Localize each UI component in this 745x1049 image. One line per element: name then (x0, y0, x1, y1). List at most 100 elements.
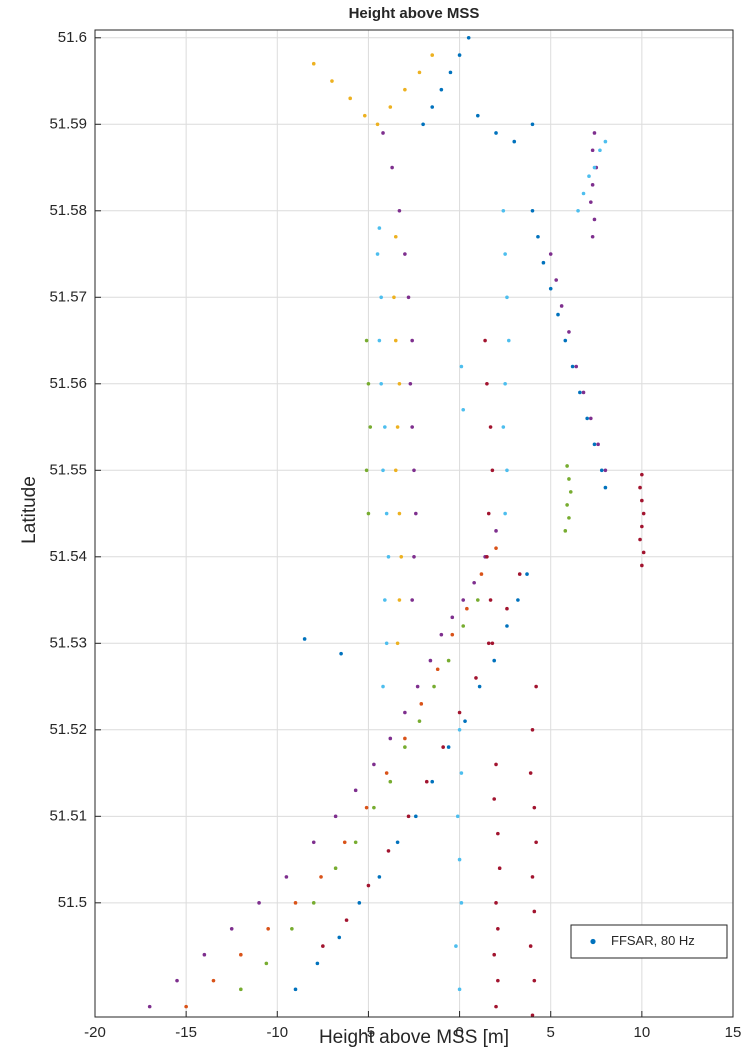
data-point (466, 35, 471, 40)
data-point (386, 555, 391, 559)
data-point (337, 935, 342, 940)
data-point (397, 208, 402, 213)
data-point (366, 883, 371, 888)
data-point (501, 425, 506, 429)
data-point (494, 1004, 498, 1009)
data-point (364, 468, 369, 473)
data-point (383, 598, 387, 602)
data-point (417, 719, 422, 723)
y-tick-label: 51.53 (49, 634, 87, 651)
data-point (590, 234, 595, 239)
data-point (567, 516, 571, 520)
data-point (599, 468, 604, 473)
data-point (483, 338, 487, 343)
data-point (384, 641, 389, 646)
data-point (581, 390, 586, 395)
data-point (556, 312, 560, 317)
data-point (412, 555, 416, 559)
data-point (528, 771, 533, 775)
data-point (548, 252, 553, 256)
data-point (415, 684, 420, 689)
data-point (364, 338, 369, 343)
data-point (525, 572, 529, 576)
data-point (362, 113, 367, 118)
data-point (435, 667, 440, 672)
data-point (512, 139, 517, 144)
data-point (641, 550, 646, 555)
data-point (430, 105, 435, 109)
data-point (476, 598, 480, 602)
x-tick-label: 15 (725, 1024, 742, 1041)
data-point (364, 805, 369, 810)
data-point (541, 260, 546, 265)
y-axis-label: Latitude (19, 476, 40, 544)
data-point (264, 961, 269, 966)
data-point (342, 840, 347, 845)
data-point (596, 442, 600, 447)
data-point (430, 779, 435, 784)
data-point (339, 651, 343, 656)
data-point (506, 338, 511, 343)
data-point (377, 226, 382, 230)
data-point (377, 338, 382, 343)
data-point (441, 745, 445, 749)
data-point (641, 511, 646, 516)
data-point (530, 728, 535, 732)
data-point (290, 926, 294, 931)
data-point (490, 468, 495, 473)
data-point (393, 338, 398, 343)
data-point (381, 468, 385, 473)
data-point (333, 814, 338, 819)
data-point (393, 234, 398, 239)
y-tick-label: 51.54 (49, 548, 87, 565)
data-point (532, 978, 537, 983)
y-tick-label: 51.51 (49, 807, 87, 824)
x-tick-label: 10 (634, 1024, 651, 1041)
data-point (377, 875, 382, 879)
data-point (488, 598, 493, 602)
x-tick-label: 0 (455, 1024, 463, 1041)
data-point (534, 840, 538, 845)
data-point (485, 381, 489, 386)
data-point (565, 503, 569, 507)
data-point (567, 477, 571, 481)
data-point (410, 425, 414, 429)
data-point (530, 1013, 535, 1018)
data-point (319, 875, 323, 879)
data-point (532, 805, 537, 810)
data-point (446, 658, 451, 663)
legend-marker (590, 938, 596, 945)
data-point (461, 407, 466, 412)
data-point (403, 745, 407, 749)
data-point (455, 814, 460, 819)
data-point (353, 840, 358, 845)
data-point (333, 866, 338, 871)
data-point (446, 745, 451, 749)
data-point (448, 70, 453, 75)
data-point (640, 472, 644, 477)
x-tick-label: -10 (266, 1024, 288, 1041)
data-point (503, 511, 507, 516)
data-point (175, 978, 179, 983)
data-point (585, 416, 589, 421)
data-point (330, 79, 334, 83)
data-point (517, 572, 522, 576)
data-point (554, 278, 558, 282)
data-point (384, 511, 389, 516)
data-point (397, 598, 402, 602)
data-point (439, 87, 444, 92)
data-point (479, 572, 484, 576)
data-point (417, 70, 422, 75)
data-point (379, 381, 383, 386)
data-point (536, 234, 540, 239)
data-point (640, 524, 644, 529)
data-point (459, 901, 464, 905)
data-point (392, 295, 396, 300)
data-point (375, 122, 380, 127)
data-point (494, 901, 498, 905)
data-point (474, 676, 478, 680)
data-point (494, 546, 498, 550)
data-point (578, 390, 582, 395)
data-point (421, 122, 425, 127)
data-point (406, 295, 411, 300)
